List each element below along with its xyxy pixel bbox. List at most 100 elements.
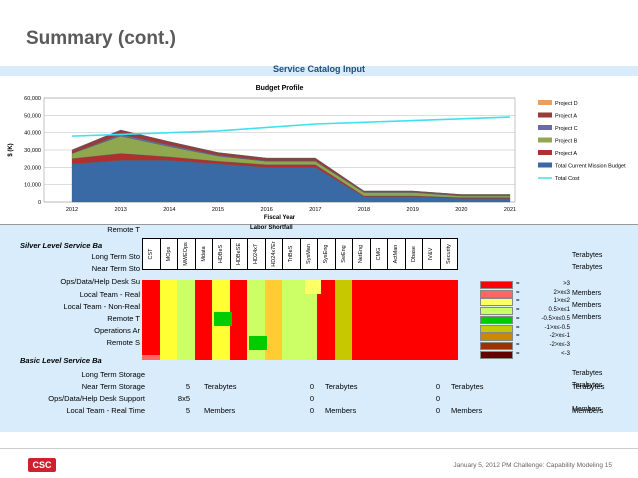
heatmap-cell: [142, 355, 160, 360]
column-header: NetEng: [352, 238, 371, 270]
legend-label: -2>x≤-3: [549, 341, 570, 348]
legend-equals: =: [516, 307, 520, 314]
column-header: SysMan: [299, 238, 318, 270]
column-header: HD24x7: [247, 238, 266, 270]
y-tick-label: 30,000: [24, 148, 41, 154]
legend-equals: =: [516, 350, 520, 357]
basic-row-label: Long Term Storage: [81, 370, 145, 379]
x-tick-label: 2019: [407, 207, 419, 213]
x-tick-label: 2017: [309, 207, 321, 213]
legend-label: <-3: [561, 350, 570, 357]
y-tick-label: 10,000: [24, 183, 41, 189]
basic-value: 0: [435, 394, 440, 403]
heatmap-cell: [317, 280, 335, 360]
column-header-label: HD24x7: [253, 244, 260, 264]
column-header-label: ActMan: [393, 244, 400, 264]
legend-label: Project C: [555, 126, 578, 132]
column-header: SysEng: [317, 238, 336, 270]
x-tick-label: 2013: [115, 207, 127, 213]
column-header-label: SysEng: [323, 244, 330, 264]
legend-swatch: [480, 281, 513, 289]
column-header-label: MWEOps: [183, 242, 190, 266]
heatmap-cell: [334, 280, 353, 360]
legend-swatch: [538, 137, 552, 143]
basic-value: Terabytes: [325, 382, 358, 391]
total-cost-line: [71, 116, 511, 137]
column-header-label: HD24x7Er: [270, 241, 277, 267]
column-header: MOps: [159, 238, 178, 270]
heatmap-cell: [299, 280, 318, 360]
legend-swatch: [480, 298, 513, 307]
column-header: HDBeSE: [229, 238, 248, 270]
basic-value: 0: [309, 394, 314, 403]
legend-label: -1>x≤-0.5: [544, 324, 570, 331]
column-header: SwEng: [334, 238, 353, 270]
row-label-remote-top: Remote T: [107, 225, 140, 234]
heatmap-cell: [159, 280, 178, 360]
unit-label: Members: [572, 406, 602, 413]
legend-label: -0.5>x≤0.5: [541, 315, 570, 322]
sheet-header: Service Catalog Input: [272, 64, 366, 74]
y-tick-label: 0: [38, 200, 41, 206]
column-header: IV&V: [422, 238, 441, 270]
legend-swatch: [480, 324, 513, 333]
column-header: ActMan: [387, 238, 406, 270]
legend-label: Project A: [555, 151, 577, 157]
basic-row-label: Ops/Data/Help Desk Support: [48, 394, 145, 403]
basic-value: Members: [204, 406, 236, 415]
legend-swatch: [480, 333, 513, 342]
basic-value: Members: [572, 406, 604, 415]
column-header: HD24x7Er: [264, 238, 283, 270]
budget-chart: 0 10,000 20,000 30,000 40,000 50,000 60,000 201…: [0, 76, 638, 225]
legend-swatch: [538, 162, 552, 168]
basic-section-title: Basic Level Service Ba: [20, 356, 102, 365]
heatmap-cell: [422, 280, 440, 360]
column-header-label: CMG: [375, 247, 382, 261]
heatmap-cell: [352, 280, 370, 360]
area-series: [71, 129, 510, 195]
column-header: HDBeS: [212, 238, 231, 270]
legend-swatch: [480, 315, 513, 324]
legend-label: Total Cost: [555, 176, 580, 182]
silver-row-label: Remote S: [106, 338, 140, 347]
column-header-label: Dbase: [410, 246, 417, 262]
legend-equals: =: [516, 315, 520, 322]
column-header-label: IV&V: [428, 247, 435, 261]
column-header-label: CST: [148, 248, 155, 260]
y-axis-label: $ (K): [8, 143, 14, 156]
basic-row-label: Near Term Storage: [81, 382, 145, 391]
legend-label: -2>x≤-1: [549, 333, 570, 340]
legend-label: >3: [563, 281, 570, 287]
x-tick-label: 2014: [163, 207, 175, 213]
basic-value: Members: [325, 406, 357, 415]
y-tick-label: 60,000: [24, 96, 41, 102]
unit-label: Members: [572, 314, 602, 321]
legend-swatch: [480, 289, 513, 298]
basic-value: 0: [309, 406, 314, 415]
silver-row-label: Local Team - Non-Real: [63, 302, 140, 311]
heatmap-cell: [229, 280, 248, 360]
silver-row-label: Long Term Sto: [91, 252, 140, 261]
column-header: CMG: [369, 238, 388, 270]
y-tick-label: 20,000: [24, 165, 41, 171]
heatmap-cell: [369, 280, 388, 360]
x-tick-label: 2015: [212, 207, 224, 213]
column-header-label: SwEng: [340, 245, 347, 263]
x-tick-label: 2018: [358, 207, 370, 213]
heatmap-cell: [439, 280, 458, 360]
silver-row-label: Ops/Data/Help Desk Su: [60, 277, 140, 286]
chart-title: Budget Profile: [256, 85, 304, 92]
basic-value: Terabytes: [572, 382, 605, 391]
unit-label: Terabytes: [572, 264, 603, 271]
unit-label: Members: [572, 290, 602, 297]
legend-swatch: [538, 125, 552, 130]
column-header: MWEOps: [177, 238, 196, 270]
legend-label: Project A: [555, 114, 577, 120]
legend-equals: =: [516, 341, 520, 348]
basic-value: Terabytes: [451, 382, 484, 391]
legend-equals: =: [516, 298, 520, 305]
labor-shortfall-label: Labor Shortfall: [250, 225, 293, 231]
column-header: TriBeS: [282, 238, 301, 270]
basic-value: 0: [435, 406, 440, 415]
legend-equals: =: [516, 333, 520, 340]
